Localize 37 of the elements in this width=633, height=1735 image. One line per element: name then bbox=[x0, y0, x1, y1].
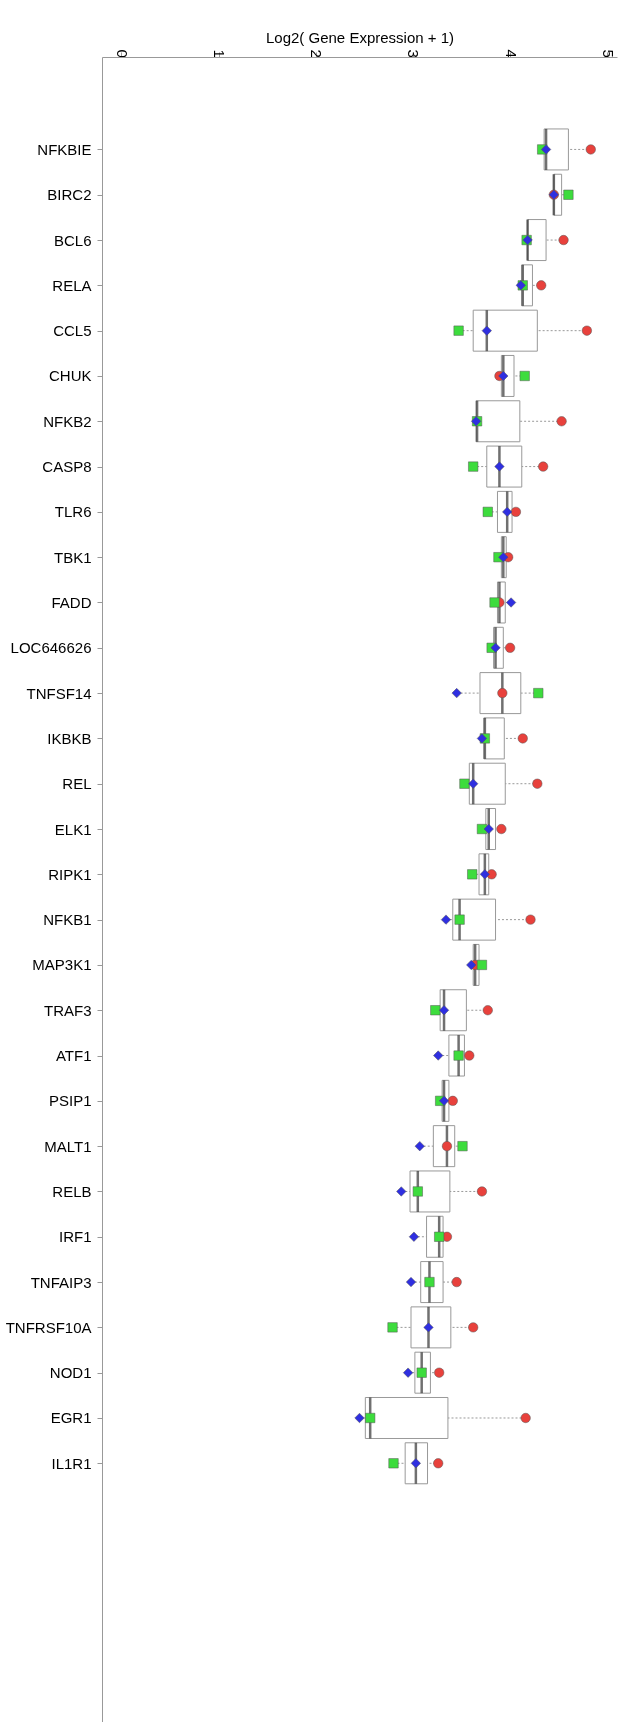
x-tick-label: 4 bbox=[502, 49, 520, 58]
y-tick-label: BIRC2 bbox=[47, 186, 92, 204]
y-tick-label: NFKBIE bbox=[37, 140, 92, 158]
y-tick-label: RELA bbox=[52, 276, 92, 294]
y-tick-label: REL bbox=[62, 775, 92, 793]
y-tick-label: TNFSF14 bbox=[26, 684, 92, 702]
y-tick-label: TNFRSF10A bbox=[5, 1318, 92, 1336]
y-tick-label: CCL5 bbox=[53, 322, 92, 340]
y-tick-label: CHUK bbox=[48, 367, 92, 385]
y-tick-label: IL1R1 bbox=[51, 1454, 92, 1472]
y-tick-label: FADD bbox=[51, 593, 92, 611]
y-tick-label: IRF1 bbox=[58, 1228, 92, 1246]
y-tick-label: PSIP1 bbox=[48, 1092, 92, 1110]
y-tick-label: RIPK1 bbox=[48, 865, 92, 883]
y-tick-label: EGR1 bbox=[50, 1409, 92, 1427]
y-tick-label: TLR6 bbox=[54, 503, 92, 521]
y-tick-label: TRAF3 bbox=[43, 1001, 92, 1019]
y-tick-label: TBK1 bbox=[53, 548, 92, 566]
y-tick-label: IKBKB bbox=[47, 729, 92, 747]
y-tick-label: LOC646626 bbox=[10, 639, 92, 657]
y-tick-label: NOD1 bbox=[49, 1364, 92, 1382]
x-tick-label: 1 bbox=[211, 49, 229, 58]
y-tick-label: MALT1 bbox=[44, 1137, 92, 1155]
x-tick-label: 3 bbox=[405, 49, 423, 58]
y-tick-label: RELB bbox=[52, 1182, 92, 1200]
y-tick-label: BCL6 bbox=[53, 231, 92, 249]
y-tick-label: ELK1 bbox=[54, 820, 92, 838]
x-tick-label: 5 bbox=[599, 49, 617, 58]
y-tick-label: NFKB1 bbox=[43, 911, 92, 929]
y-tick-label: CASP8 bbox=[42, 458, 92, 476]
y-tick-label: ATF1 bbox=[55, 1047, 92, 1065]
x-axis-title: Log2( Gene Expression + 1) bbox=[265, 28, 455, 46]
x-tick-label: 2 bbox=[308, 49, 326, 58]
y-tick-label: NFKB2 bbox=[43, 412, 92, 430]
y-tick-label: MAP3K1 bbox=[32, 956, 92, 974]
y-tick-label: TNFAIP3 bbox=[30, 1273, 92, 1291]
x-tick-label: 0 bbox=[113, 49, 131, 58]
